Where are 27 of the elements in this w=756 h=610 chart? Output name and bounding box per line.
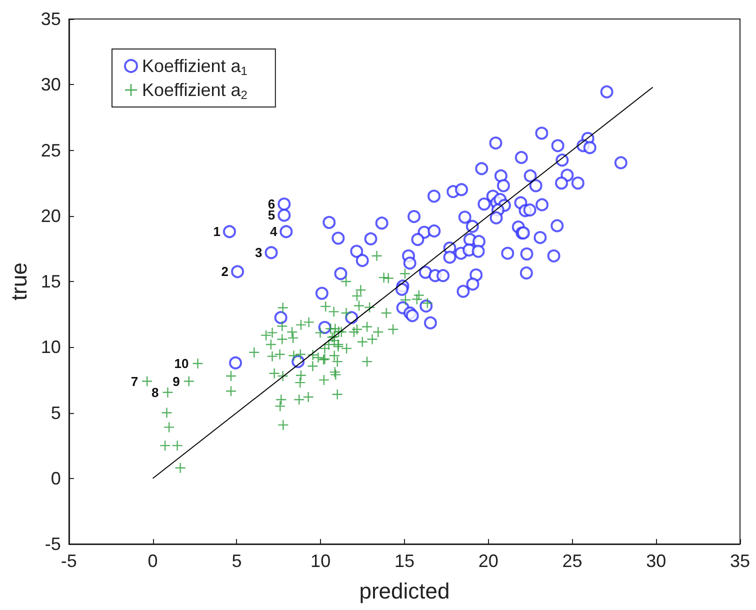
y-tick-label: 0	[50, 468, 61, 488]
y-tick-label: 10	[40, 337, 61, 358]
annotation: 7	[130, 374, 138, 389]
x-tick-label: 5	[232, 551, 242, 571]
y-tick-label: 20	[40, 206, 61, 226]
x-tick-label: 0	[148, 551, 158, 571]
y-tick-label: 35	[40, 9, 61, 29]
x-tick-label: 10	[310, 551, 331, 571]
annotation: 9	[172, 374, 180, 389]
x-tick-label: 25	[562, 551, 582, 571]
x-tick-label: 20	[478, 551, 498, 571]
x-axis-title: predicted	[359, 578, 450, 604]
y-tick-label: 25	[40, 140, 61, 160]
annotation: 10	[174, 356, 189, 372]
y-tick-label: 5	[50, 402, 61, 423]
x-tick-label: 15	[394, 551, 414, 571]
y-tick-label: 30	[40, 74, 61, 95]
annotation: 1	[213, 224, 220, 240]
y-axis-title: true	[6, 262, 32, 300]
x-tick-label: 30	[646, 551, 666, 571]
y-tick-label: -5	[44, 534, 61, 554]
annotation: 8	[152, 384, 159, 400]
y-tick-label: 15	[40, 272, 61, 292]
annotation: 4	[270, 224, 278, 240]
annotation: 2	[221, 264, 229, 280]
x-tick-label: 35	[730, 551, 750, 571]
annotation: 3	[255, 245, 262, 260]
